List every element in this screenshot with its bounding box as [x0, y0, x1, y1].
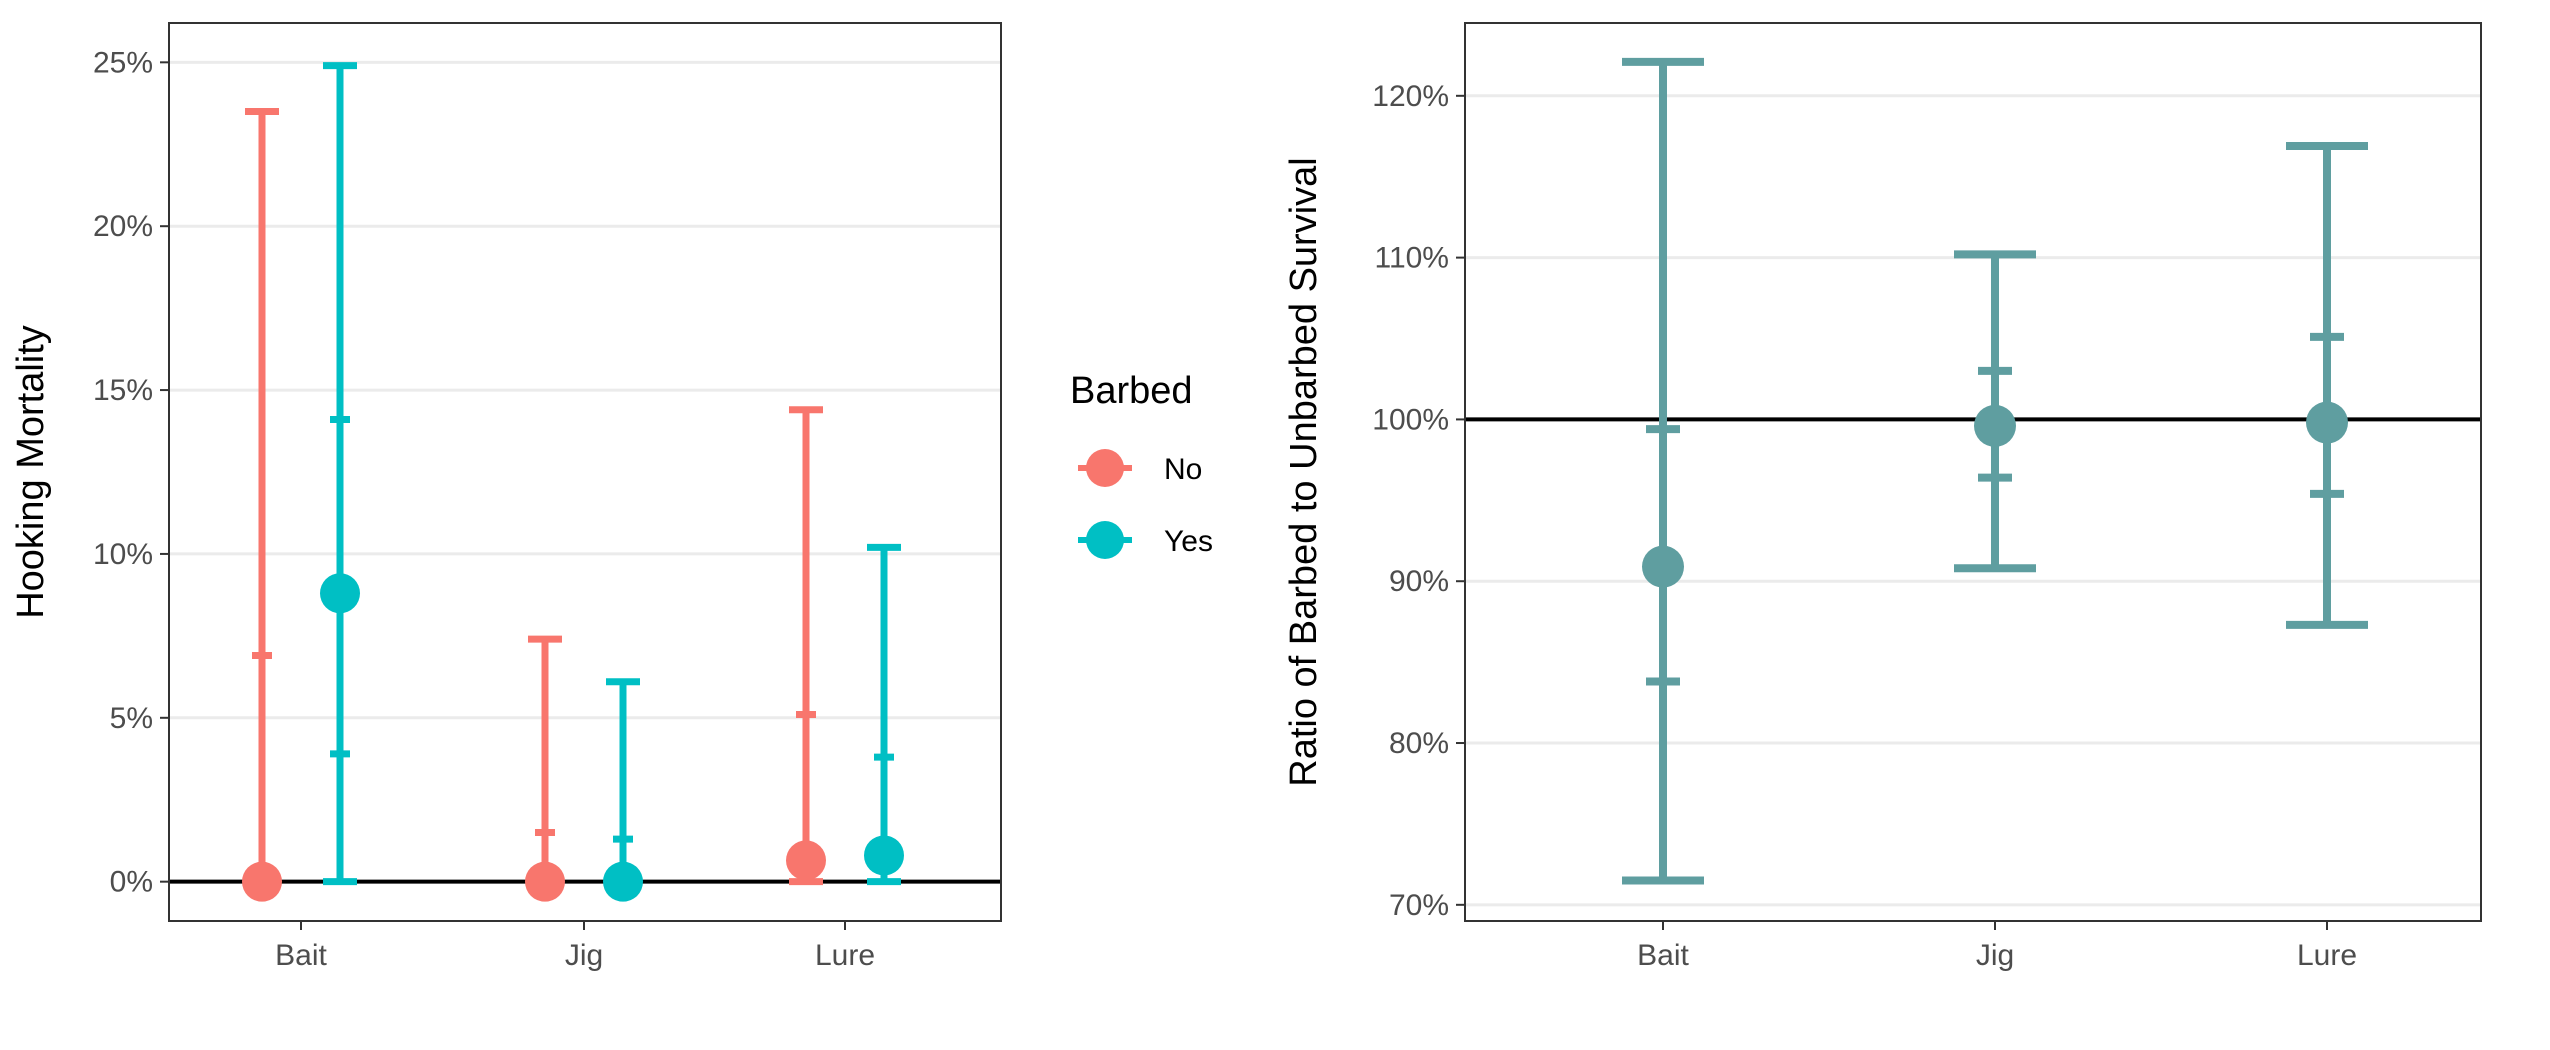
point-estimate	[603, 861, 643, 902]
errorbar-jig-no	[525, 635, 565, 902]
y-tick-label: 25%	[93, 46, 153, 79]
y-axis-title: Hooking Mortality	[10, 325, 52, 619]
legend-key-no-point	[1086, 449, 1124, 487]
errorbar-lure	[2286, 141, 2368, 629]
errorbar-jig-yes	[603, 678, 643, 902]
right-panel-survival-ratio: 70% 80% 90% 100% 110% 120% Bait Jig Lure Ratio of…	[1283, 22, 2482, 972]
point-estimate	[786, 840, 826, 881]
series-ratio	[1622, 57, 2368, 885]
y-tick-label: 0%	[110, 866, 153, 899]
point-estimate	[864, 835, 904, 876]
legend-title: Barbed	[1070, 370, 1193, 412]
x-tick-label-jig: Jig	[565, 939, 603, 972]
errorbar-jig	[1954, 250, 2036, 573]
panel-border	[168, 22, 1002, 922]
series-yes	[320, 62, 904, 902]
errorbar-bait-no	[242, 107, 282, 902]
y-tick-label: 15%	[93, 374, 153, 407]
y-tick-label: 80%	[1389, 727, 1449, 760]
y-tick-label: 120%	[1372, 80, 1449, 113]
x-tick-label-lure: Lure	[2297, 939, 2357, 972]
errorbar-bait-yes	[320, 62, 360, 886]
errorbar-lure-yes	[864, 543, 904, 886]
panel-border	[1464, 22, 2482, 922]
y-tick-label: 20%	[93, 210, 153, 243]
y-tick-label: 110%	[1374, 242, 1449, 275]
point-estimate	[242, 861, 282, 902]
y-tick-label: 70%	[1389, 889, 1449, 922]
legend-entry-no: No	[1078, 449, 1202, 487]
panel-background	[169, 23, 1001, 921]
x-tick-label-lure: Lure	[815, 939, 875, 972]
point-estimate	[525, 861, 565, 902]
y-tick-label: 100%	[1372, 403, 1449, 436]
legend-label-no: No	[1164, 453, 1202, 486]
x-tick-label-bait: Bait	[275, 939, 327, 972]
point-estimate	[320, 573, 360, 614]
y-tick-label: 10%	[93, 538, 153, 571]
errorbar-bait	[1622, 57, 1704, 885]
left-panel-hooking-mortality: 0% 5% 10% 15% 20% 25% Bait Jig Lure Hooking Morta…	[10, 22, 1002, 972]
errorbar-lure-no	[786, 406, 826, 886]
x-tick-label-jig: Jig	[1976, 939, 2014, 972]
point-estimate	[1642, 545, 1684, 588]
y-axis-title: Ratio of Barbed to Unbarbed Survival	[1283, 157, 1325, 786]
x-tick-label-bait: Bait	[1637, 939, 1689, 972]
legend-key-yes-point	[1086, 521, 1124, 559]
legend-label-yes: Yes	[1164, 525, 1213, 558]
legend: Barbed No Yes	[1070, 370, 1213, 559]
y-tick-label: 5%	[110, 702, 153, 735]
series-no	[242, 107, 826, 902]
y-tick-label: 90%	[1389, 565, 1449, 598]
legend-entry-yes: Yes	[1078, 521, 1213, 559]
point-estimate	[1974, 404, 2016, 447]
panel-background	[1465, 23, 2481, 921]
point-estimate	[2306, 401, 2348, 444]
